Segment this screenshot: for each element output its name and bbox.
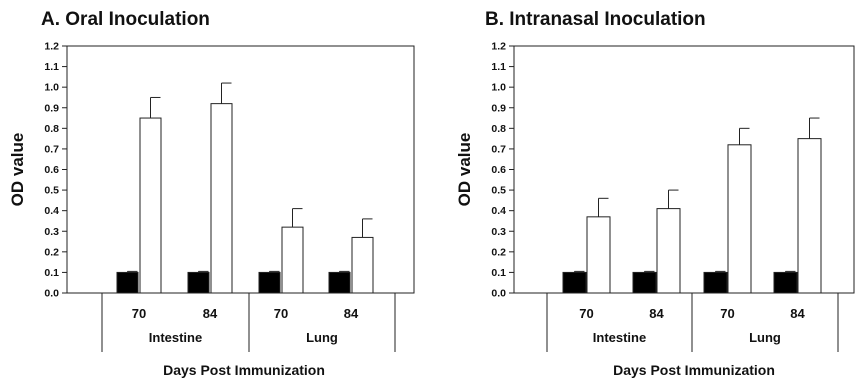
panel-b-y-axis-label: OD value: [455, 133, 474, 207]
panel-a-y-tick-label: 0.0: [44, 288, 59, 300]
panel-b-y-tick-label: 0.8: [491, 123, 506, 135]
panel-b-y-tick-label: 0.7: [491, 143, 506, 155]
panel-intranasal-inoculation: B. Intranasal Inoculation OD value Days …: [455, 9, 855, 378]
panel-b-x-tick-label: 84: [649, 306, 664, 321]
panel-a-group-label: Intestine: [149, 330, 202, 345]
panel-b-bar: [727, 144, 752, 294]
panel-b-y-tick-label: 1.2: [491, 41, 506, 53]
panel-a-y-tick-label: 0.4: [44, 205, 59, 217]
panel-b-x-tick-label: 84: [790, 306, 805, 321]
panel-a-title: A. Oral Inoculation: [41, 9, 210, 30]
panel-a-bar: [258, 271, 281, 294]
panel-a-x-tick-label: 70: [132, 306, 146, 321]
panel-a-group-label: Lung: [306, 330, 338, 345]
panel-b-bar: [656, 208, 681, 294]
panel-b-y-tick-label: 0.9: [491, 102, 506, 114]
panel-a-y-axis-label: OD value: [8, 133, 27, 207]
panel-a-y-tick-label: 1.1: [44, 61, 59, 73]
panel-b-y-tick-label: 0.0: [491, 288, 506, 300]
panel-a-x-axis-label: Days Post Immunization: [163, 362, 325, 378]
panel-b-bar: [797, 138, 822, 294]
panel-b-y-tick-label: 0.1: [491, 267, 506, 279]
panel-b-title: B. Intranasal Inoculation: [485, 9, 706, 30]
panel-b-y-tick-label: 1.1: [491, 61, 506, 73]
panel-a-bar: [139, 117, 162, 294]
panel-a-bar: [187, 271, 210, 294]
panel-a-y-tick-label: 0.3: [44, 226, 59, 238]
panel-b-x-tick-label: 70: [579, 306, 593, 321]
panel-a-y-tick-label: 0.2: [44, 246, 59, 258]
panel-a-y-tick-label: 0.8: [44, 123, 59, 135]
panel-a-y-tick-label: 0.9: [44, 102, 59, 114]
panel-b-group-label: Intestine: [593, 330, 646, 345]
panel-a-y-tick-label: 1.2: [44, 41, 59, 53]
panel-a-bar: [210, 103, 233, 294]
panel-a-y-tick-label: 0.5: [44, 185, 59, 197]
panel-b-y-tick-label: 0.6: [491, 164, 506, 176]
panel-b-bar: [632, 271, 657, 294]
panel-b-x-axis-label: Days Post Immunization: [613, 362, 775, 378]
panel-a-y-tick-label: 0.1: [44, 267, 59, 279]
panel-b-y-tick-label: 0.4: [491, 205, 506, 217]
panel-b-y-tick-label: 1.0: [491, 82, 506, 94]
panel-a-y-tick-label: 1.0: [44, 82, 59, 94]
panel-b-bar: [562, 271, 587, 294]
panel-b-bar: [703, 271, 728, 294]
panel-b-group-label: Lung: [749, 330, 781, 345]
panel-b-y-tick-label: 0.5: [491, 185, 506, 197]
panel-a-bar: [328, 271, 351, 294]
panel-b-bar: [586, 216, 611, 294]
panel-a-y-tick-label: 0.7: [44, 143, 59, 155]
panel-a-bar: [351, 236, 374, 294]
panel-a-x-tick-label: 84: [203, 306, 218, 321]
panel-b-y-tick-label: 0.3: [491, 226, 506, 238]
panel-oral-inoculation: A. Oral Inoculation OD value Days Post I…: [8, 9, 415, 378]
panel-a-bar: [116, 271, 139, 294]
panel-a-y-tick-label: 0.6: [44, 164, 59, 176]
panel-a-x-tick-label: 84: [344, 306, 359, 321]
panel-b-x-tick-label: 70: [720, 306, 734, 321]
panel-b-bar: [773, 271, 798, 294]
panel-a-bar: [281, 226, 304, 294]
panel-a-x-tick-label: 70: [274, 306, 288, 321]
panel-b-y-tick-label: 0.2: [491, 246, 506, 258]
